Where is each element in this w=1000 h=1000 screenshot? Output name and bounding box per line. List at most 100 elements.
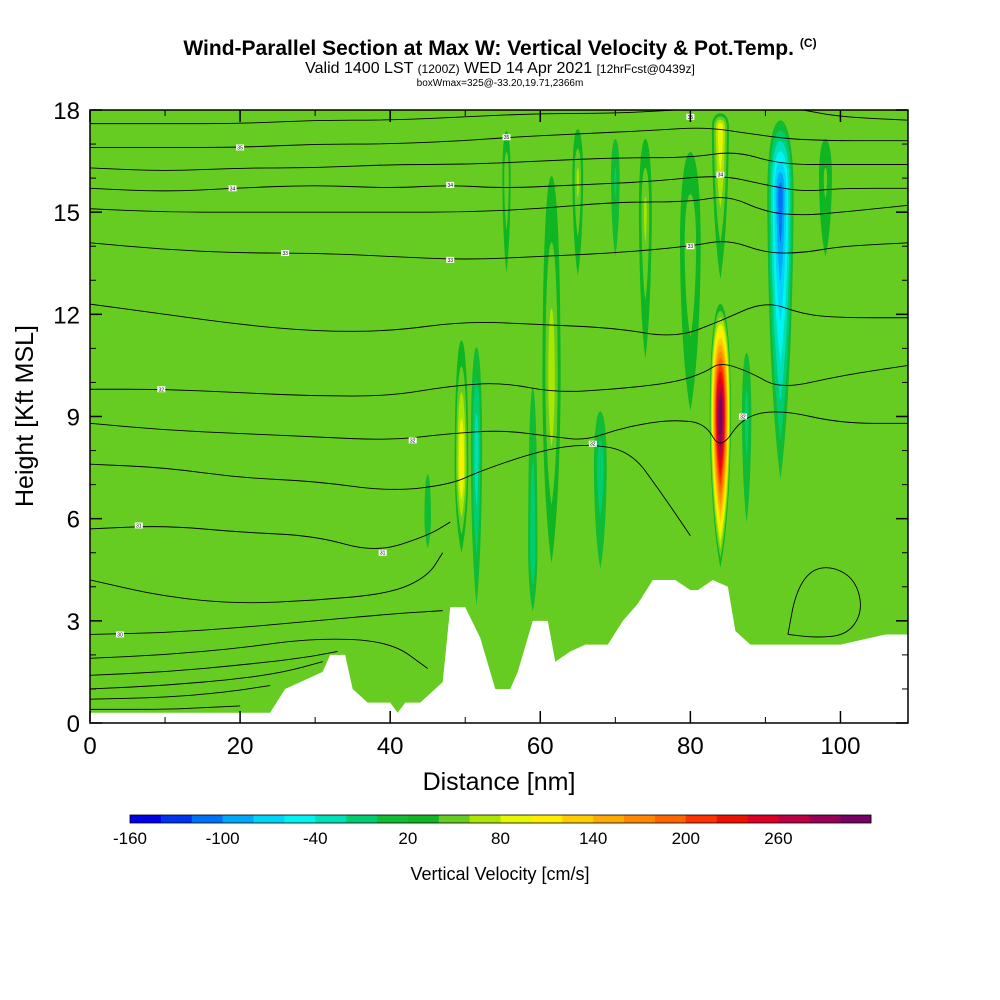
x-tick-label: 0 xyxy=(83,733,96,760)
theta-contour-12 xyxy=(90,241,908,260)
forecast-info: [12hrFcst@0439z] xyxy=(596,62,695,76)
theta-contour-5 xyxy=(90,610,443,635)
colorbar-bin xyxy=(315,815,347,823)
x-tick-label: 20 xyxy=(227,733,254,760)
downdraft-core-0 xyxy=(424,474,431,549)
contour-label-7: 32 xyxy=(408,437,417,444)
terrain-shape xyxy=(90,579,908,723)
y-axis: 0 3 6 9 12 15 18 xyxy=(53,98,908,738)
contour-label-8: 33 xyxy=(446,256,455,264)
colorbar-bin xyxy=(716,815,748,823)
y-tick-label: 3 xyxy=(67,609,80,636)
velocity-level-60 xyxy=(548,308,555,448)
theta-contour-4 xyxy=(90,638,428,669)
updraft-core-10 xyxy=(542,176,561,563)
updraft-core-1 xyxy=(818,138,832,257)
y-tick-label: 0 xyxy=(67,711,80,738)
colorbar-bin xyxy=(747,815,779,823)
colorbar-frame xyxy=(129,814,872,824)
colorbar-bin xyxy=(654,815,687,823)
contour-label-9: 34 xyxy=(446,181,455,189)
colorbar-bin xyxy=(500,815,532,823)
contour-label-text: 32 xyxy=(410,438,416,444)
velocity-level--20 xyxy=(424,474,431,549)
colorbar-tick-label: 80 xyxy=(491,829,510,848)
colorbar-bin xyxy=(438,815,470,823)
y-tick-label: 12 xyxy=(53,302,80,329)
colorbar-bin xyxy=(222,815,254,823)
colorbar-bin xyxy=(593,815,625,823)
colorbar-bin xyxy=(130,815,162,823)
contour-label-text: 30 xyxy=(117,632,123,638)
y-axis-label: Height [Kft MSL] xyxy=(11,325,39,507)
potential-temperature-contours xyxy=(90,110,908,710)
colorbar-bin xyxy=(778,815,810,823)
contour-label-3: 33 xyxy=(281,250,290,257)
contour-label-text: 34 xyxy=(718,173,724,179)
theta-contour-19 xyxy=(787,567,861,638)
theta-contour-11 xyxy=(90,303,908,336)
y-tick-label: 6 xyxy=(67,507,80,534)
velocity-level--40 xyxy=(744,391,749,459)
colorbar-bin xyxy=(809,815,841,823)
colorbar-bin xyxy=(840,815,872,823)
updraft-core-5 xyxy=(679,152,701,411)
colorbar-bin xyxy=(377,815,409,823)
downdraft-core-3 xyxy=(741,352,752,523)
vertical-velocity-field xyxy=(90,110,908,723)
theta-contour-7 xyxy=(90,521,451,549)
utc-time: (1200Z) xyxy=(417,62,460,76)
contour-label-10: 35 xyxy=(502,134,511,141)
velocity-level-60 xyxy=(643,196,647,243)
colorbar-bin xyxy=(685,815,717,823)
theta-contour-17 xyxy=(90,110,676,125)
contour-label-6: 31 xyxy=(378,549,387,557)
colorbar-bin xyxy=(562,815,594,823)
downdraft-core-7 xyxy=(528,388,538,612)
colorbar-bin xyxy=(531,815,563,823)
velocity-level-300 xyxy=(718,398,723,441)
theta-contour-13 xyxy=(90,197,908,216)
contour-label-4: 34 xyxy=(228,185,237,192)
theta-contour-8 xyxy=(90,444,691,536)
colorbar-tick-label: -160 xyxy=(113,829,147,848)
contour-label-text: 31 xyxy=(380,551,386,557)
y-tick-label: 18 xyxy=(53,98,80,125)
contour-label-0: 30 xyxy=(116,631,125,638)
colorbar-label: Vertical Velocity [cm/s] xyxy=(410,864,589,884)
x-tick-label: 100 xyxy=(820,733,860,760)
contour-label-text: 33 xyxy=(447,258,453,264)
updraft-core-15 xyxy=(709,304,732,568)
colorbar-bin xyxy=(469,815,501,823)
theta-contour-10 xyxy=(90,364,908,397)
velocity-level-40 xyxy=(684,194,697,338)
contour-label-1: 31 xyxy=(134,522,143,529)
theta-contour-0 xyxy=(90,705,241,710)
velocity-level--40 xyxy=(597,440,604,517)
colorbar-bin xyxy=(253,815,285,823)
valid-time: Valid 1400 LST xyxy=(305,60,414,77)
colorbar-tick-label: 140 xyxy=(579,829,607,848)
velocity-level-100 xyxy=(460,444,463,483)
theta-contour-15 xyxy=(90,152,908,171)
contour-label-text: 32 xyxy=(590,442,596,448)
x-tick-label: 60 xyxy=(527,733,554,760)
contour-label-text: 33 xyxy=(688,244,694,250)
contour-label-text: 34 xyxy=(230,186,236,192)
x-axis-label: Distance [nm] xyxy=(423,768,576,796)
contour-label-text: 33 xyxy=(282,251,288,257)
colorbar-tick-label: -100 xyxy=(206,829,240,848)
contour-label-15: 32 xyxy=(738,413,747,421)
contour-label-11: 32 xyxy=(588,440,597,448)
colorbar-tick-label: 200 xyxy=(672,829,700,848)
theta-contour-16 xyxy=(90,127,908,148)
theta-contour-3 xyxy=(90,651,338,676)
colorbar-bin xyxy=(160,815,193,823)
theta-contour-1 xyxy=(90,685,271,700)
chart-subtitle: Valid 1400 LST (1200Z) WED 14 Apr 2021 [… xyxy=(0,60,1000,78)
valid-date: WED 14 Apr 2021 xyxy=(464,60,593,77)
colorbar-tick-label: 260 xyxy=(764,829,792,848)
contour-label-5: 35 xyxy=(236,144,245,151)
velocity-level--40 xyxy=(530,461,536,586)
